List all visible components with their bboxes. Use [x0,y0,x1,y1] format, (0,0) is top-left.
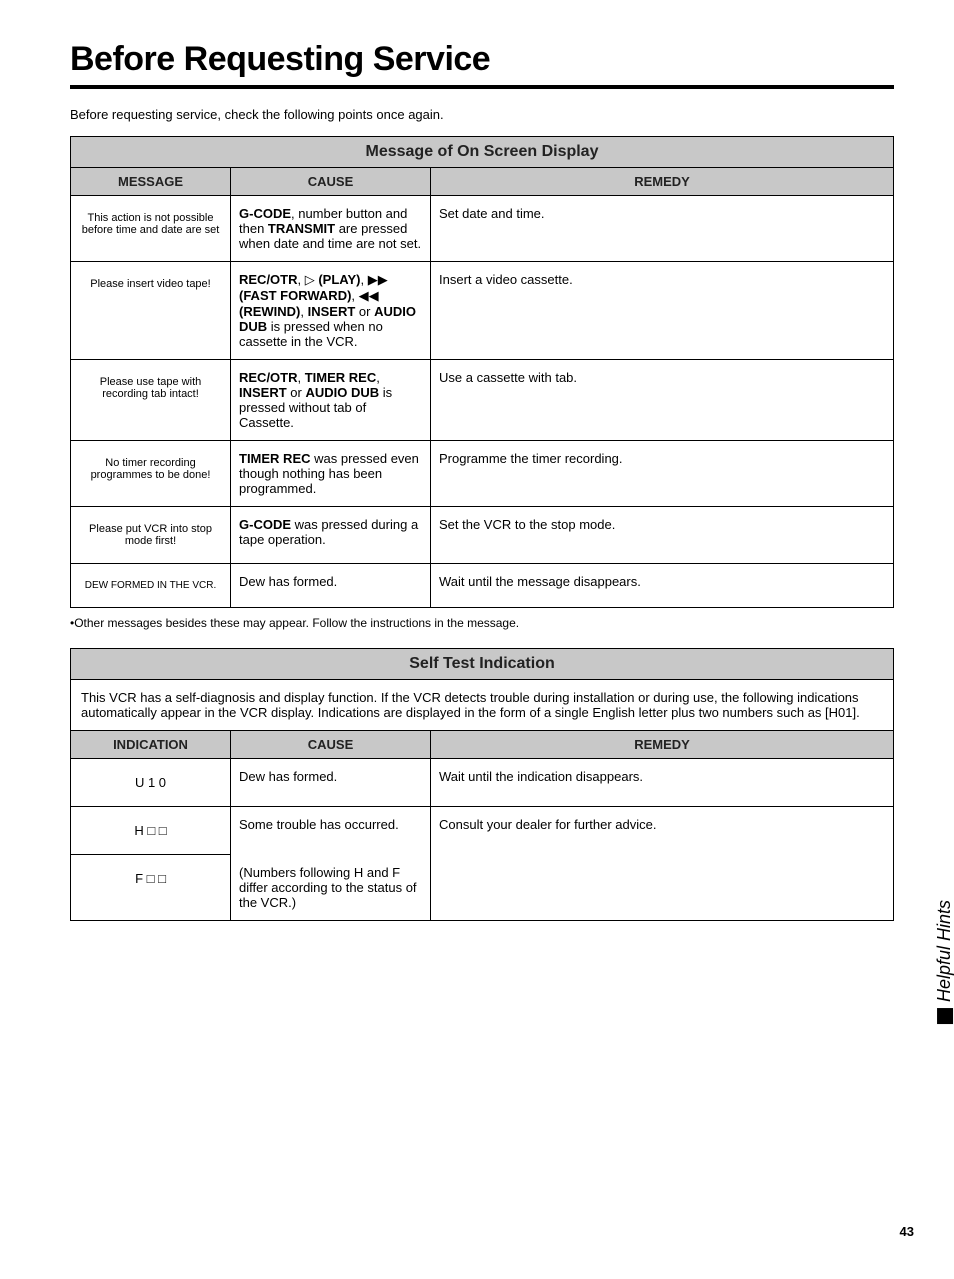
text: or [287,385,306,400]
remedy-cell: Wait until the indication disappears. [431,759,894,807]
cause-cell: Dew has formed. [231,759,431,807]
intro-text: Before requesting service, check the fol… [70,107,894,122]
table-row: No timer recording programmes to be done… [71,441,894,507]
msg-cell: DEW FORMED IN THE VCR. [71,564,231,608]
selftest-table: Self Test Indication This VCR has a self… [70,648,894,921]
table-row: This action is not possible before time … [71,196,894,262]
symbol-text: , ▶▶ [360,272,387,287]
msg-cell: Please insert video tape! [71,262,231,360]
table-row: U 1 0 Dew has formed. Wait until the ind… [71,759,894,807]
bold-text: G-CODE [239,517,291,532]
table-row: Please use tape with recording tab intac… [71,360,894,441]
remedy-cell: Set date and time. [431,196,894,262]
bold-text: REC/OTR [239,272,298,287]
bold-text: INSERT [308,304,356,319]
table1-header: Message of On Screen Display [71,137,894,168]
bold-text: AUDIO DUB [305,385,379,400]
cause-cell: (Numbers following H and F differ accord… [231,855,431,921]
bold-text: TIMER REC [239,451,311,466]
indication-cell: F □ □ [71,855,231,921]
indication-cell: H □ □ [71,807,231,855]
bold-text: G-CODE [239,206,291,221]
page-title: Before Requesting Service [70,40,894,79]
col-cause: CAUSE [231,168,431,196]
bold-text: TIMER REC [305,370,377,385]
remedy-cell: Insert a video cassette. [431,262,894,360]
col-indication: INDICATION [71,731,231,759]
bold-text: (REWIND) [239,304,300,319]
table-row: H □ □ Some trouble has occurred. Consult… [71,807,894,855]
col-message: MESSAGE [71,168,231,196]
msg-cell: Please use tape with recording tab intac… [71,360,231,441]
table-colheader-row: INDICATION CAUSE REMEDY [71,731,894,759]
footnote-text: •Other messages besides these may appear… [70,616,894,630]
table-row: Please insert video tape! REC/OTR, ▷ (PL… [71,262,894,360]
col-remedy: REMEDY [431,731,894,759]
title-rule [70,85,894,89]
col-cause: CAUSE [231,731,431,759]
osd-message-table: Message of On Screen Display MESSAGE CAU… [70,136,894,608]
cause-cell: G-CODE, number button and then TRANSMIT … [231,196,431,262]
bold-text: (PLAY) [318,272,360,287]
page: Before Requesting Service Before request… [0,0,954,941]
text: , [300,304,307,319]
cause-cell: REC/OTR, ▷ (PLAY), ▶▶ (FAST FORWARD), ◀◀… [231,262,431,360]
page-number: 43 [900,1224,914,1239]
text: , [298,370,305,385]
cause-cell: REC/OTR, TIMER REC, INSERT or AUDIO DUB … [231,360,431,441]
table-desc-row: This VCR has a self-diagnosis and displa… [71,680,894,731]
text: , [376,370,380,385]
table-section-row: Self Test Indication [71,649,894,680]
cause-cell: Dew has formed. [231,564,431,608]
bold-text: INSERT [239,385,287,400]
table-colheader-row: MESSAGE CAUSE REMEDY [71,168,894,196]
bold-text: TRANSMIT [268,221,335,236]
indication-cell: U 1 0 [71,759,231,807]
text: or [355,304,374,319]
remedy-cell: Set the VCR to the stop mode. [431,507,894,564]
msg-cell: This action is not possible before time … [71,196,231,262]
remedy-cell: Programme the timer recording. [431,441,894,507]
remedy-cell: Consult your dealer for further advice. [431,807,894,921]
symbol-text: , ◀◀ [351,288,378,303]
cause-cell: TIMER REC was pressed even though nothin… [231,441,431,507]
table-section-row: Message of On Screen Display [71,137,894,168]
bold-text: REC/OTR [239,370,298,385]
side-tab-label: Helpful Hints [934,900,954,1002]
remedy-cell: Wait until the message disappears. [431,564,894,608]
symbol-text: , ▷ [298,272,319,287]
table-row: Please put VCR into stop mode first! G-C… [71,507,894,564]
cause-cell: G-CODE was pressed during a tape operati… [231,507,431,564]
col-remedy: REMEDY [431,168,894,196]
table2-header: Self Test Indication [71,649,894,680]
tab-marker-icon [937,1008,953,1024]
remedy-cell: Use a cassette with tab. [431,360,894,441]
bold-text: (FAST FORWARD) [239,288,351,303]
side-tab: Helpful Hints [934,900,954,1024]
table2-desc: This VCR has a self-diagnosis and displa… [71,680,894,731]
msg-cell: Please put VCR into stop mode first! [71,507,231,564]
msg-cell: No timer recording programmes to be done… [71,441,231,507]
table-row: DEW FORMED IN THE VCR. Dew has formed. W… [71,564,894,608]
cause-cell: Some trouble has occurred. [231,807,431,855]
